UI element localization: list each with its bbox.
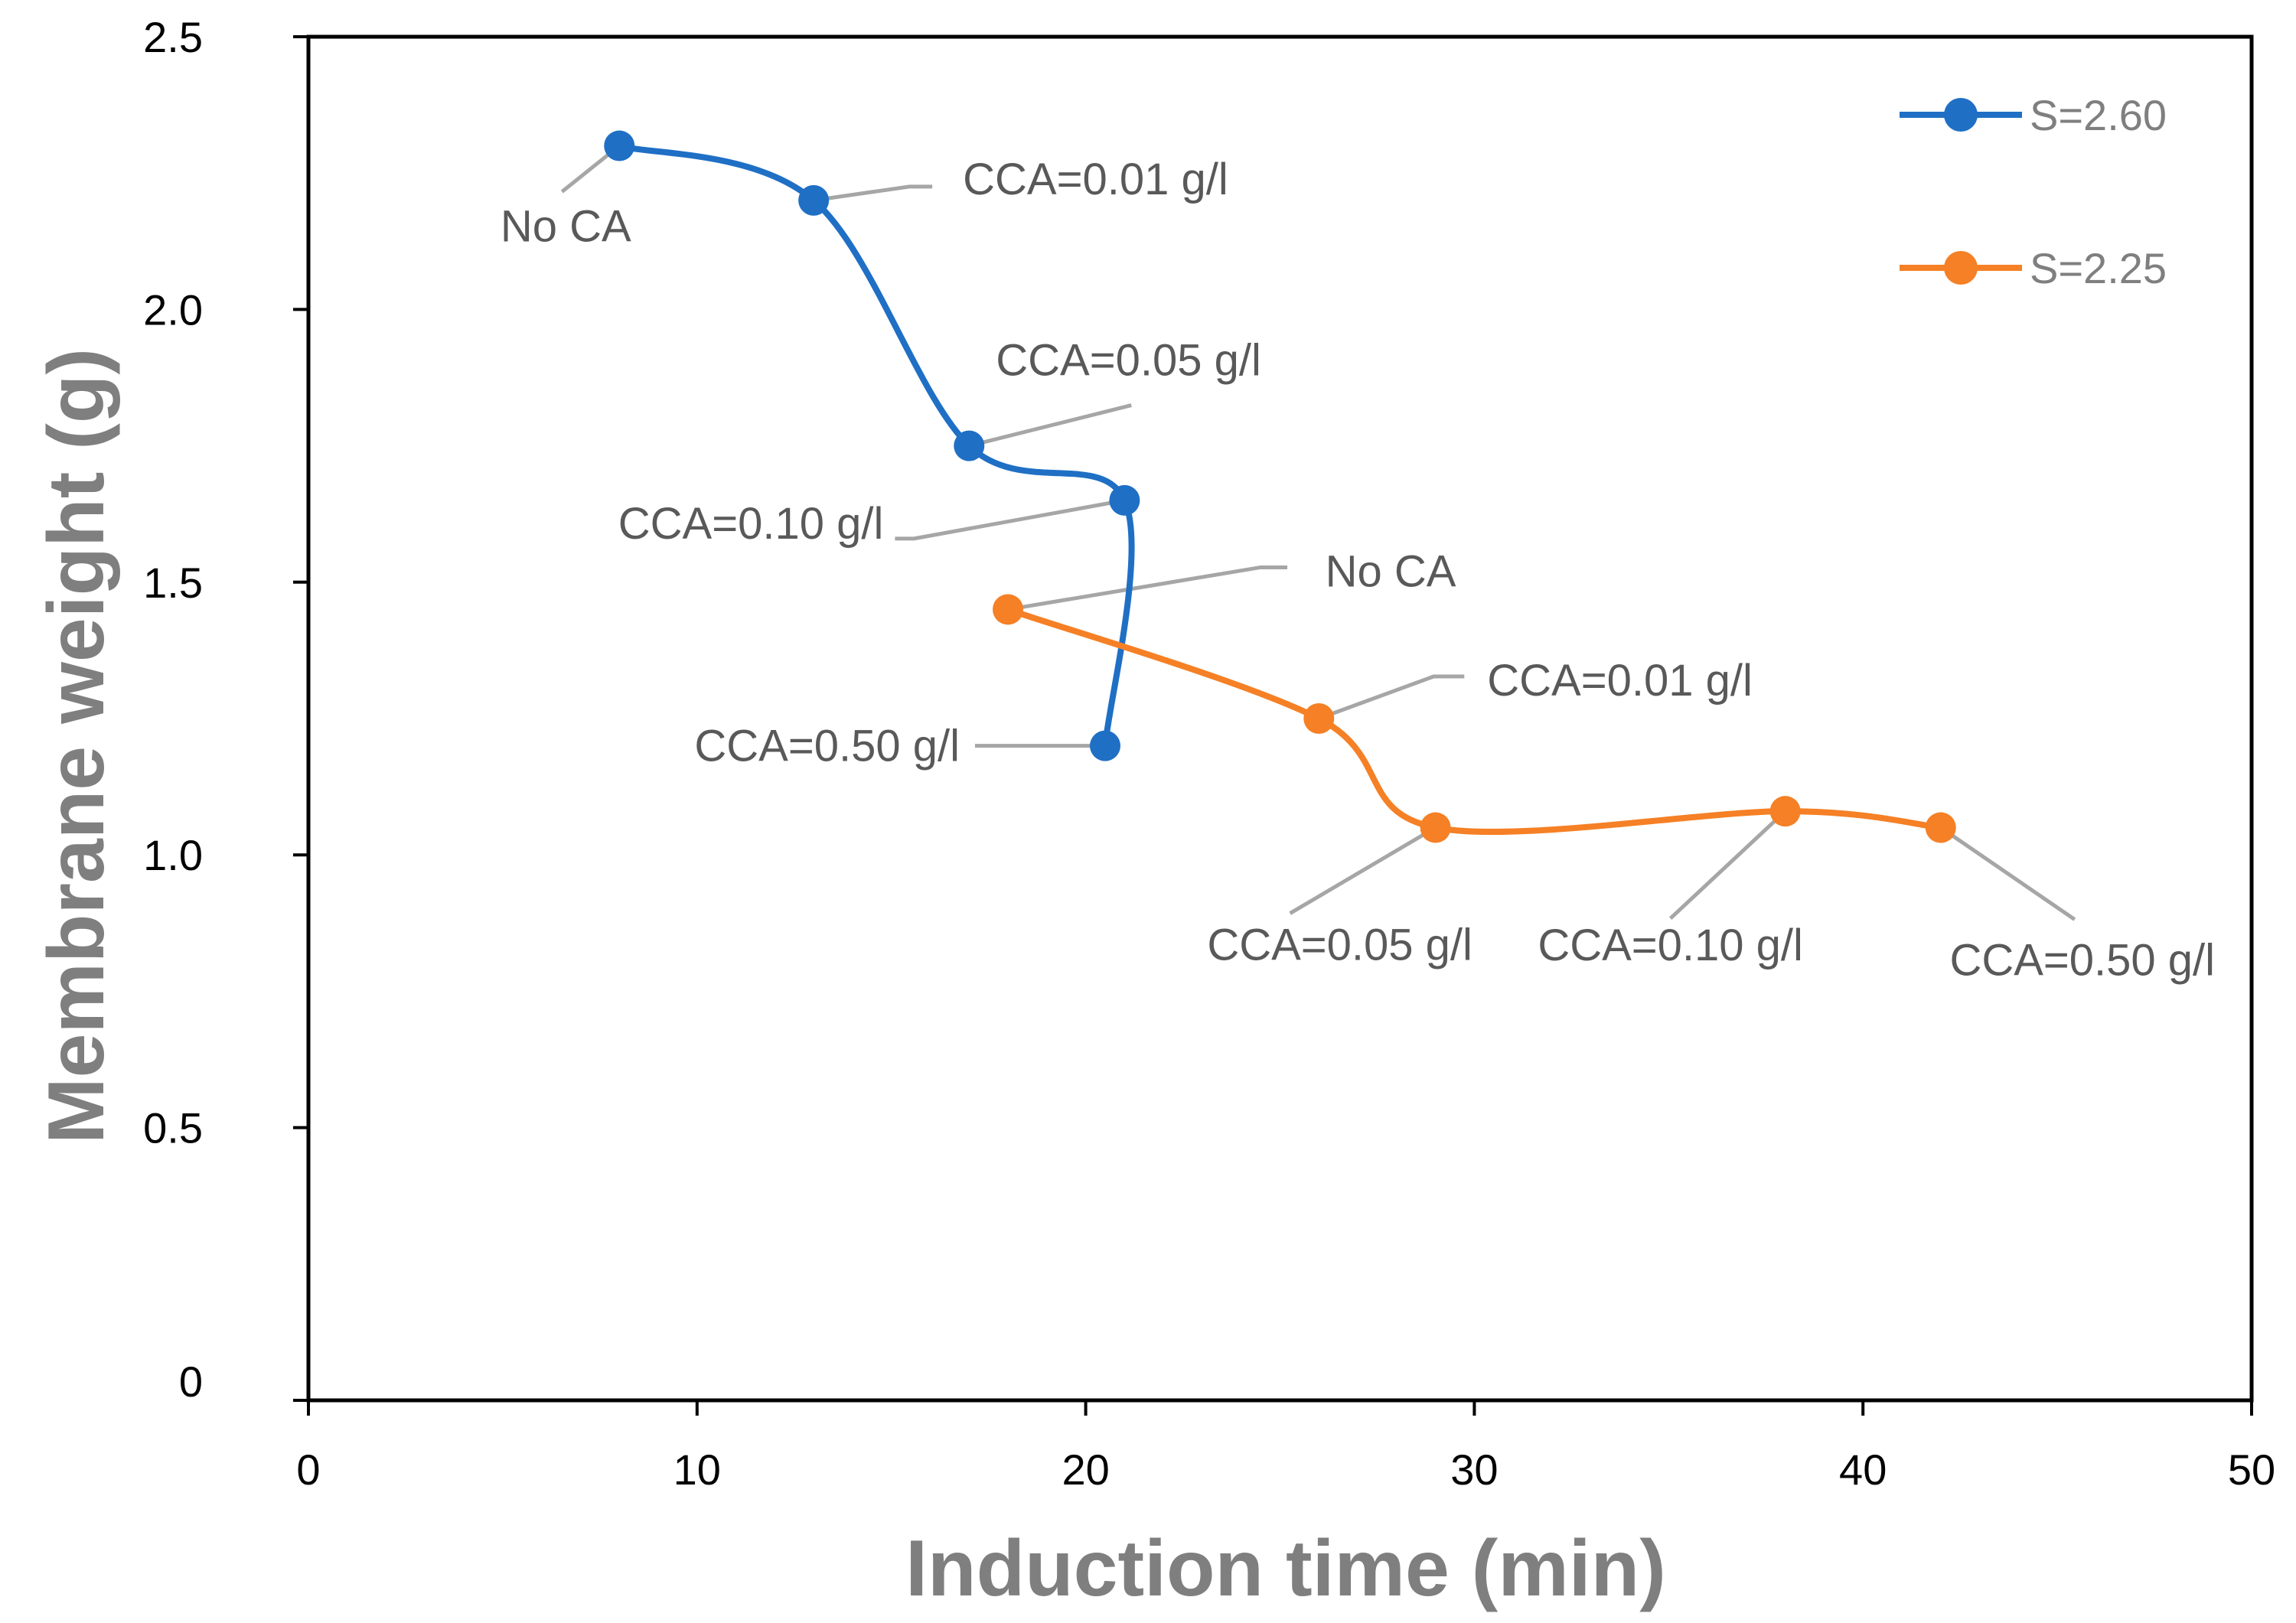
y-tick-label: 2.5	[143, 13, 203, 61]
legend-label-s-2-60: S=2.60	[2030, 91, 2167, 139]
point-label: No CA	[501, 202, 631, 252]
x-axis-title: Induction time (min)	[905, 1524, 1666, 1613]
data-point-s-2-60	[604, 130, 635, 161]
y-axis-title: Membrane weight (g)	[32, 348, 121, 1144]
ticks-layer: 0 10 20 30 40 50 0 0.5 1.0 1.5 2.0 2.5	[143, 13, 2275, 1494]
point-labels-layer: No CA CCA=0.01 g/l CCA=0.05 g/l CCA=0.10 g/…	[501, 155, 2215, 986]
point-label: CCA=0.01 g/l	[1487, 656, 1753, 706]
y-tick-label: 0	[179, 1357, 203, 1406]
leader-line	[813, 184, 933, 203]
axes-layer	[306, 34, 2254, 1403]
leader-line	[1668, 810, 1787, 921]
data-point-s-2-25	[1420, 812, 1451, 843]
data-point-s-2-25	[993, 594, 1024, 625]
point-label: CCA=0.05 g/l	[996, 336, 1261, 386]
data-point-s-2-60	[954, 430, 985, 461]
leader-line	[1318, 674, 1465, 721]
x-tick-label: 10	[673, 1445, 721, 1494]
y-tick-label: 2.0	[143, 285, 203, 334]
leader-line	[1007, 565, 1288, 611]
x-tick-label: 30	[1450, 1445, 1498, 1494]
point-label: CCA=0.10 g/l	[618, 499, 884, 549]
x-tick-label: 20	[1062, 1445, 1109, 1494]
legend-marker-s-2-60	[1944, 98, 1978, 132]
series-layer	[604, 130, 1956, 843]
y-tick-label: 1.5	[143, 559, 203, 607]
legend-marker-s-2-25	[1944, 251, 1978, 285]
leader-line	[968, 403, 1132, 448]
data-point-s-2-25	[1925, 812, 1956, 843]
x-tick-label: 0	[296, 1445, 320, 1494]
x-tick-label: 40	[1839, 1445, 1887, 1494]
y-tick-label: 0.5	[143, 1104, 203, 1152]
leader-line	[895, 498, 1125, 541]
x-tick-label: 50	[2228, 1445, 2275, 1494]
y-tick-label: 1.0	[143, 831, 203, 879]
point-label: CCA=0.50 g/l	[1949, 936, 2215, 986]
data-point-s-2-60	[1089, 730, 1120, 761]
data-point-s-2-25	[1303, 703, 1335, 734]
point-label: CCA=0.05 g/l	[1207, 921, 1473, 970]
point-label: CCA=0.10 g/l	[1538, 921, 1803, 970]
point-label: CCA=0.01 g/l	[963, 155, 1228, 204]
plot-area-frame	[306, 34, 2254, 1403]
point-label: CCA=0.50 g/l	[694, 722, 960, 771]
data-point-s-2-60	[798, 184, 830, 216]
point-label: No CA	[1326, 546, 1456, 596]
legend: S=2.60 S=2.25	[1900, 91, 2167, 292]
leader-line	[1939, 826, 2076, 921]
legend-label-s-2-25: S=2.25	[2030, 244, 2167, 292]
data-point-s-2-25	[1769, 796, 1801, 827]
leader-line	[1289, 826, 1437, 915]
data-point-s-2-60	[1109, 484, 1140, 516]
